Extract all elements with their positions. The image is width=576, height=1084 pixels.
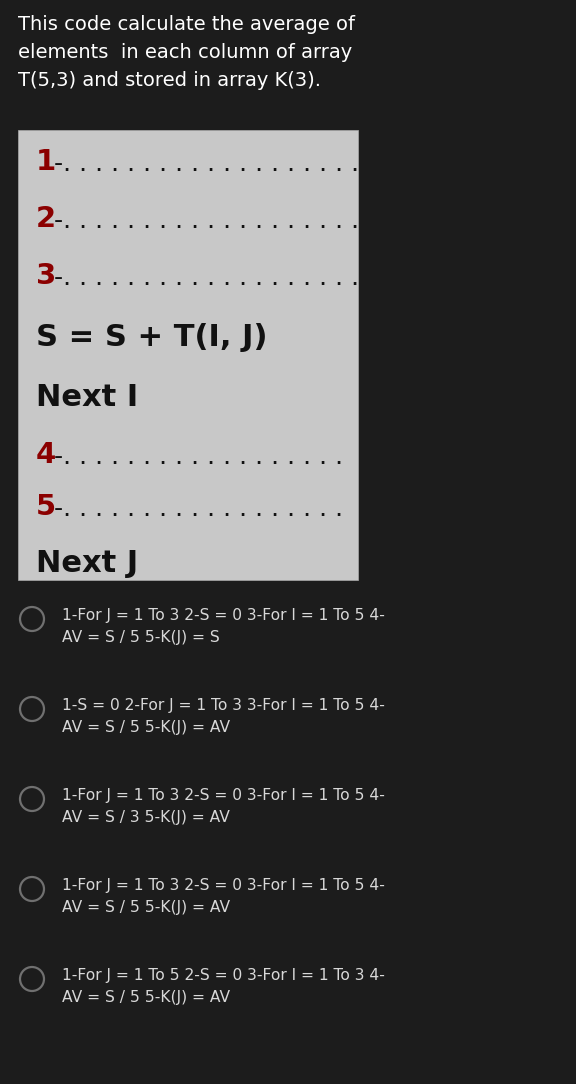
Text: AV = S / 5 5-K(J) = AV: AV = S / 5 5-K(J) = AV [62, 900, 230, 915]
FancyBboxPatch shape [18, 130, 358, 580]
Text: -. . . . . . . . . . . . . . . . . . .: -. . . . . . . . . . . . . . . . . . . [54, 266, 359, 291]
Text: Next J: Next J [36, 549, 138, 578]
Text: 1-For J = 1 To 3 2-S = 0 3-For I = 1 To 5 4-: 1-For J = 1 To 3 2-S = 0 3-For I = 1 To … [62, 788, 385, 803]
Text: -. . . . . . . . . . . . . . . . . .: -. . . . . . . . . . . . . . . . . . [54, 496, 343, 521]
Text: Next I: Next I [36, 383, 138, 412]
Text: 1-For J = 1 To 5 2-S = 0 3-For I = 1 To 3 4-: 1-For J = 1 To 5 2-S = 0 3-For I = 1 To … [62, 968, 385, 983]
Text: -. . . . . . . . . . . . . . . . . . .: -. . . . . . . . . . . . . . . . . . . [54, 152, 359, 176]
Text: 5: 5 [36, 493, 56, 521]
Text: 2: 2 [36, 205, 56, 233]
Text: T(5,3) and stored in array K(3).: T(5,3) and stored in array K(3). [18, 70, 321, 90]
Text: -. . . . . . . . . . . . . . . . . . .: -. . . . . . . . . . . . . . . . . . . [54, 209, 359, 233]
Text: AV = S / 5 5-K(J) = AV: AV = S / 5 5-K(J) = AV [62, 720, 230, 735]
Text: AV = S / 3 5-K(J) = AV: AV = S / 3 5-K(J) = AV [62, 810, 230, 825]
Text: elements  in each column of array: elements in each column of array [18, 43, 353, 62]
Text: S = S + T(I, J): S = S + T(I, J) [36, 323, 267, 352]
Text: 3: 3 [36, 262, 56, 291]
Text: 1-S = 0 2-For J = 1 To 3 3-For I = 1 To 5 4-: 1-S = 0 2-For J = 1 To 3 3-For I = 1 To … [62, 698, 385, 713]
Text: 1: 1 [36, 149, 56, 176]
Text: AV = S / 5 5-K(J) = AV: AV = S / 5 5-K(J) = AV [62, 990, 230, 1005]
Text: 1-For J = 1 To 3 2-S = 0 3-For I = 1 To 5 4-: 1-For J = 1 To 3 2-S = 0 3-For I = 1 To … [62, 608, 385, 623]
Text: 1-For J = 1 To 3 2-S = 0 3-For I = 1 To 5 4-: 1-For J = 1 To 3 2-S = 0 3-For I = 1 To … [62, 878, 385, 893]
Text: AV = S / 5 5-K(J) = S: AV = S / 5 5-K(J) = S [62, 630, 220, 645]
Text: 4: 4 [36, 441, 56, 469]
Text: This code calculate the average of: This code calculate the average of [18, 15, 355, 34]
Text: -. . . . . . . . . . . . . . . . . .: -. . . . . . . . . . . . . . . . . . [54, 446, 343, 469]
